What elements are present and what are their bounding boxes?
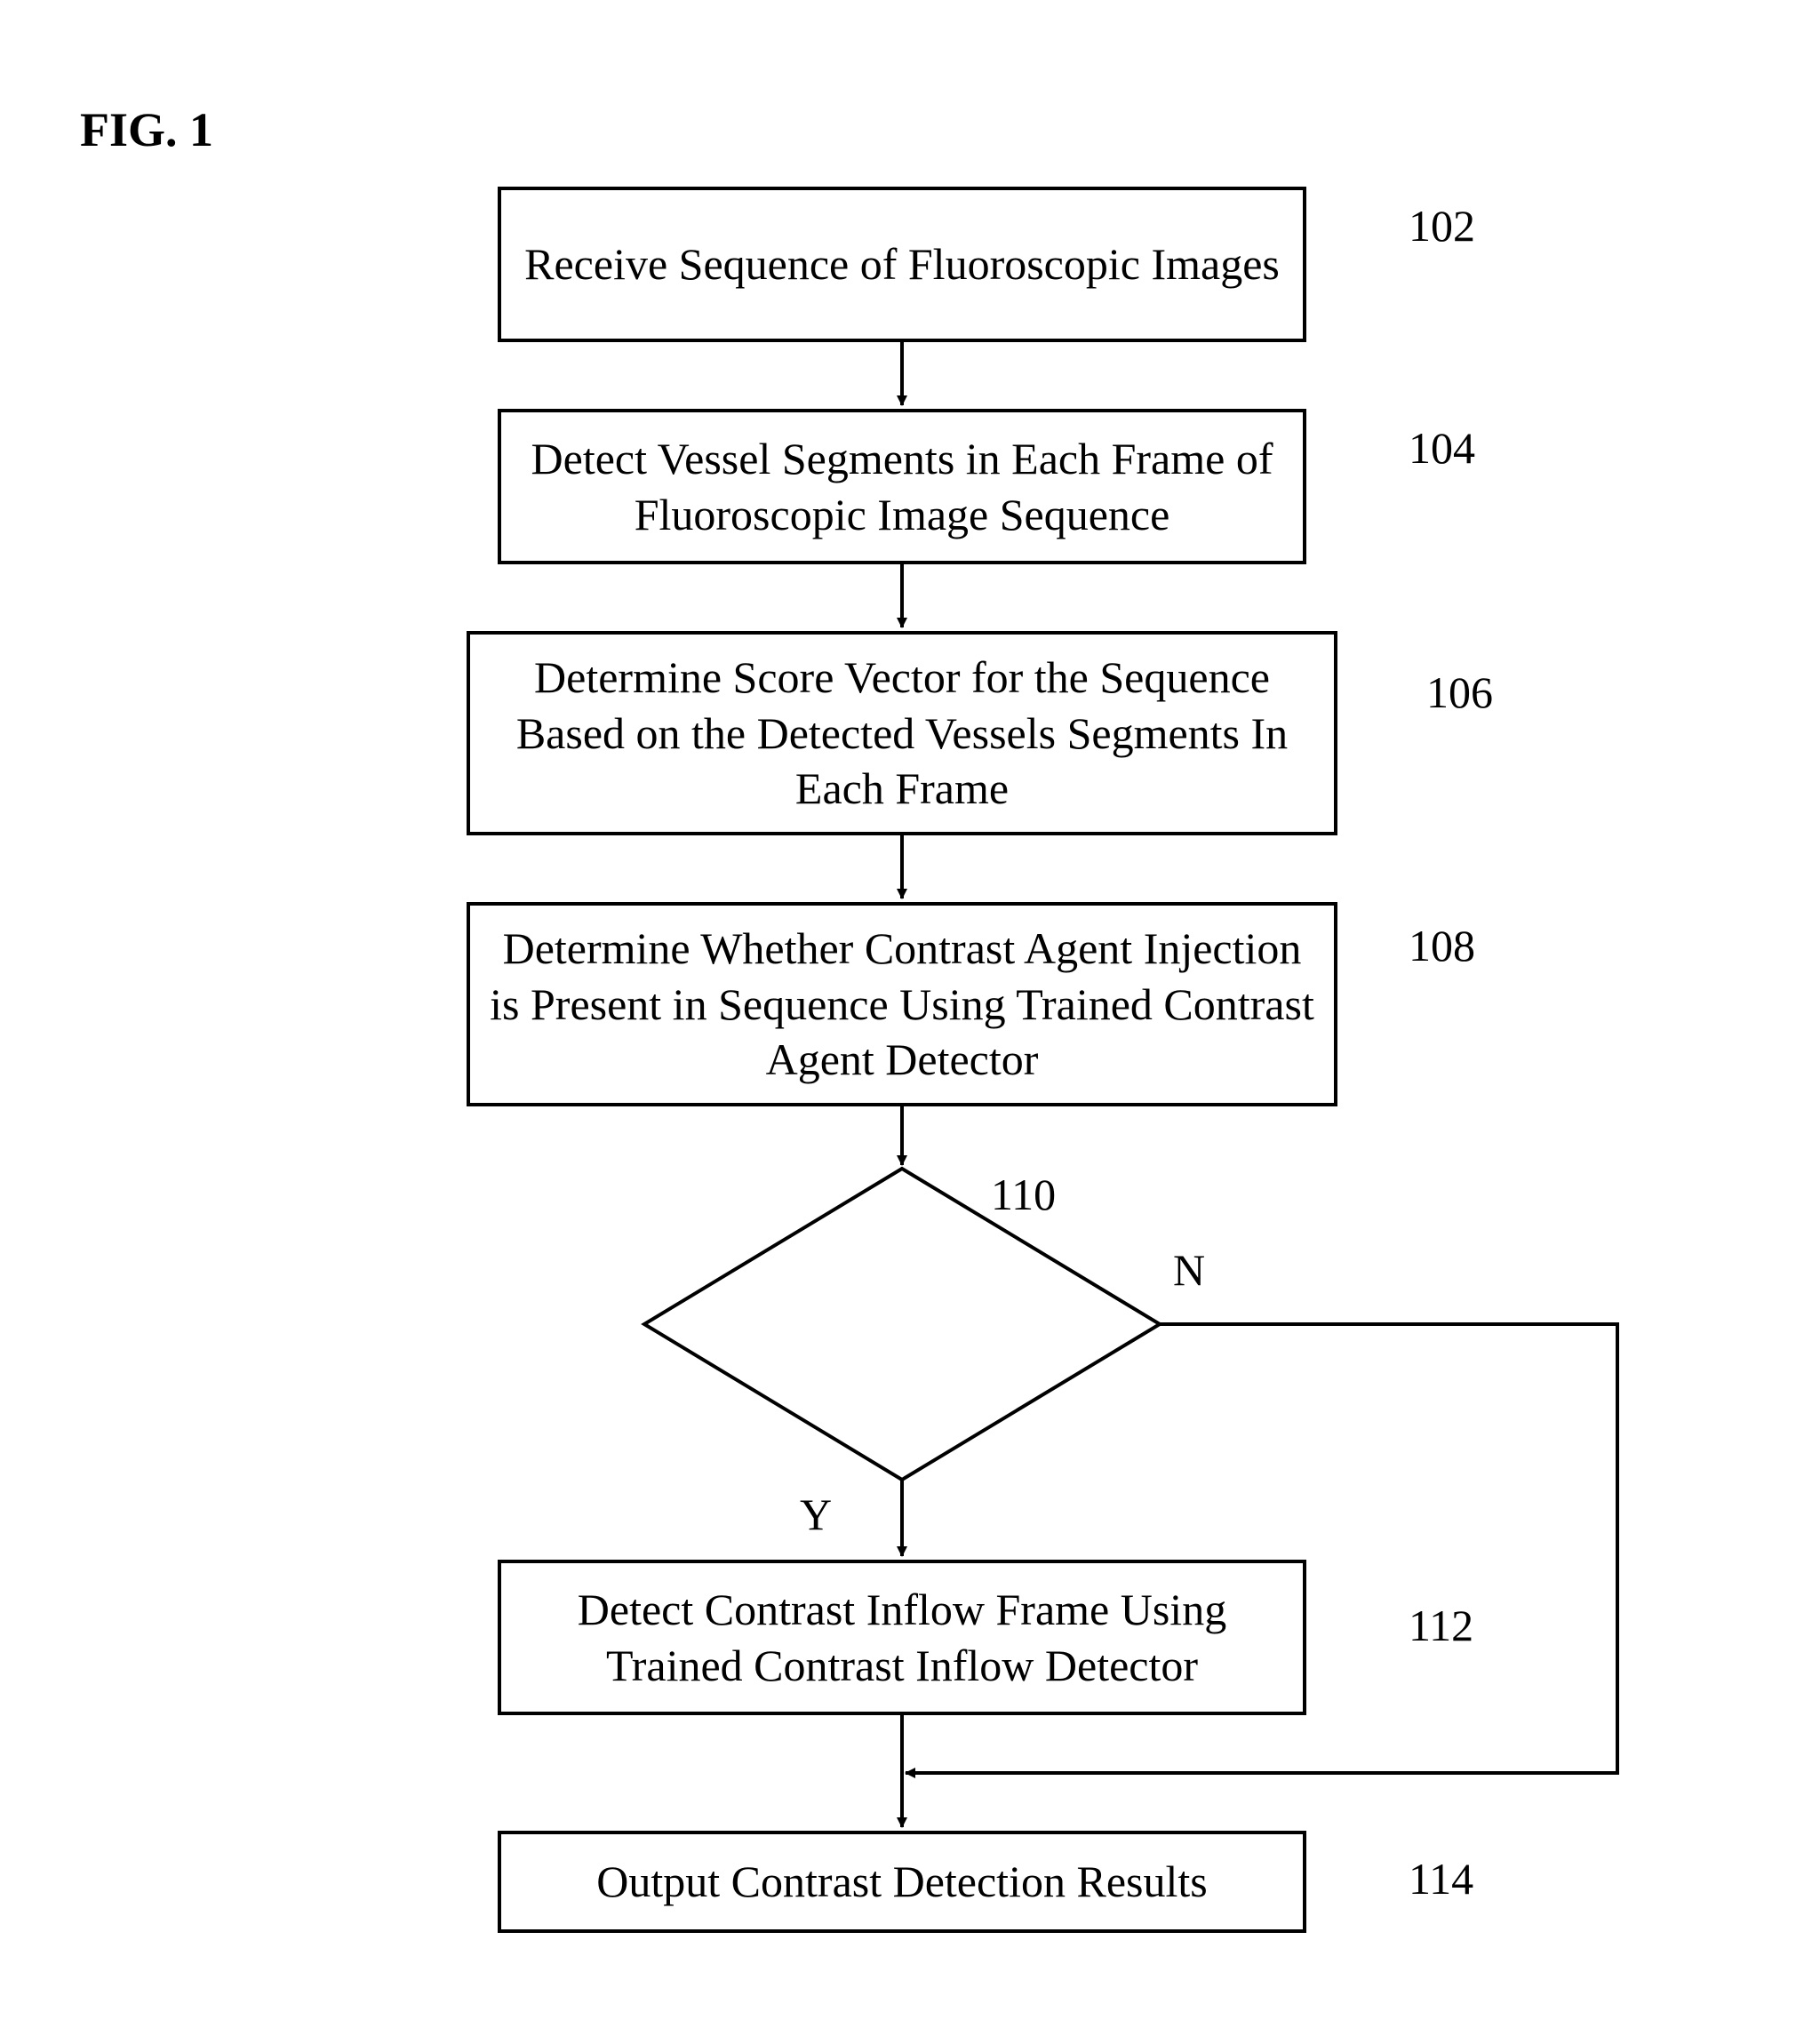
decision-no-label: N bbox=[1173, 1244, 1205, 1296]
step-114-num: 114 bbox=[1409, 1853, 1473, 1904]
step-108-box: Determine Whether Contrast Agent Injecti… bbox=[467, 902, 1337, 1106]
step-106-num: 106 bbox=[1426, 667, 1493, 718]
decision-yes-label: Y bbox=[800, 1489, 832, 1540]
step-104-box: Detect Vessel Segments in Each Frame of … bbox=[498, 409, 1306, 564]
step-108-num: 108 bbox=[1409, 920, 1475, 971]
decision-line-2: Agent Injection bbox=[763, 1299, 1041, 1349]
decision-text: Contrast Agent Injection Detected? bbox=[724, 1244, 1080, 1404]
step-102-box: Receive Sequence of Fluoroscopic Images bbox=[498, 187, 1306, 342]
step-112-box: Detect Contrast Inflow Frame Using Train… bbox=[498, 1560, 1306, 1715]
step-104-num: 104 bbox=[1409, 422, 1475, 474]
flowchart-canvas: FIG. 1 Receive Sequence of Fluoroscopic … bbox=[0, 0, 1820, 2028]
step-114-box: Output Contrast Detection Results bbox=[498, 1831, 1306, 1933]
figure-label: FIG. 1 bbox=[80, 102, 213, 157]
step-112-num: 112 bbox=[1409, 1600, 1473, 1651]
decision-line-3: Detected? bbox=[813, 1353, 991, 1402]
decision-line-1: Contrast bbox=[826, 1246, 977, 1296]
decision-num: 110 bbox=[991, 1169, 1056, 1220]
step-102-num: 102 bbox=[1409, 200, 1475, 252]
step-106-box: Determine Score Vector for the Sequence … bbox=[467, 631, 1337, 835]
